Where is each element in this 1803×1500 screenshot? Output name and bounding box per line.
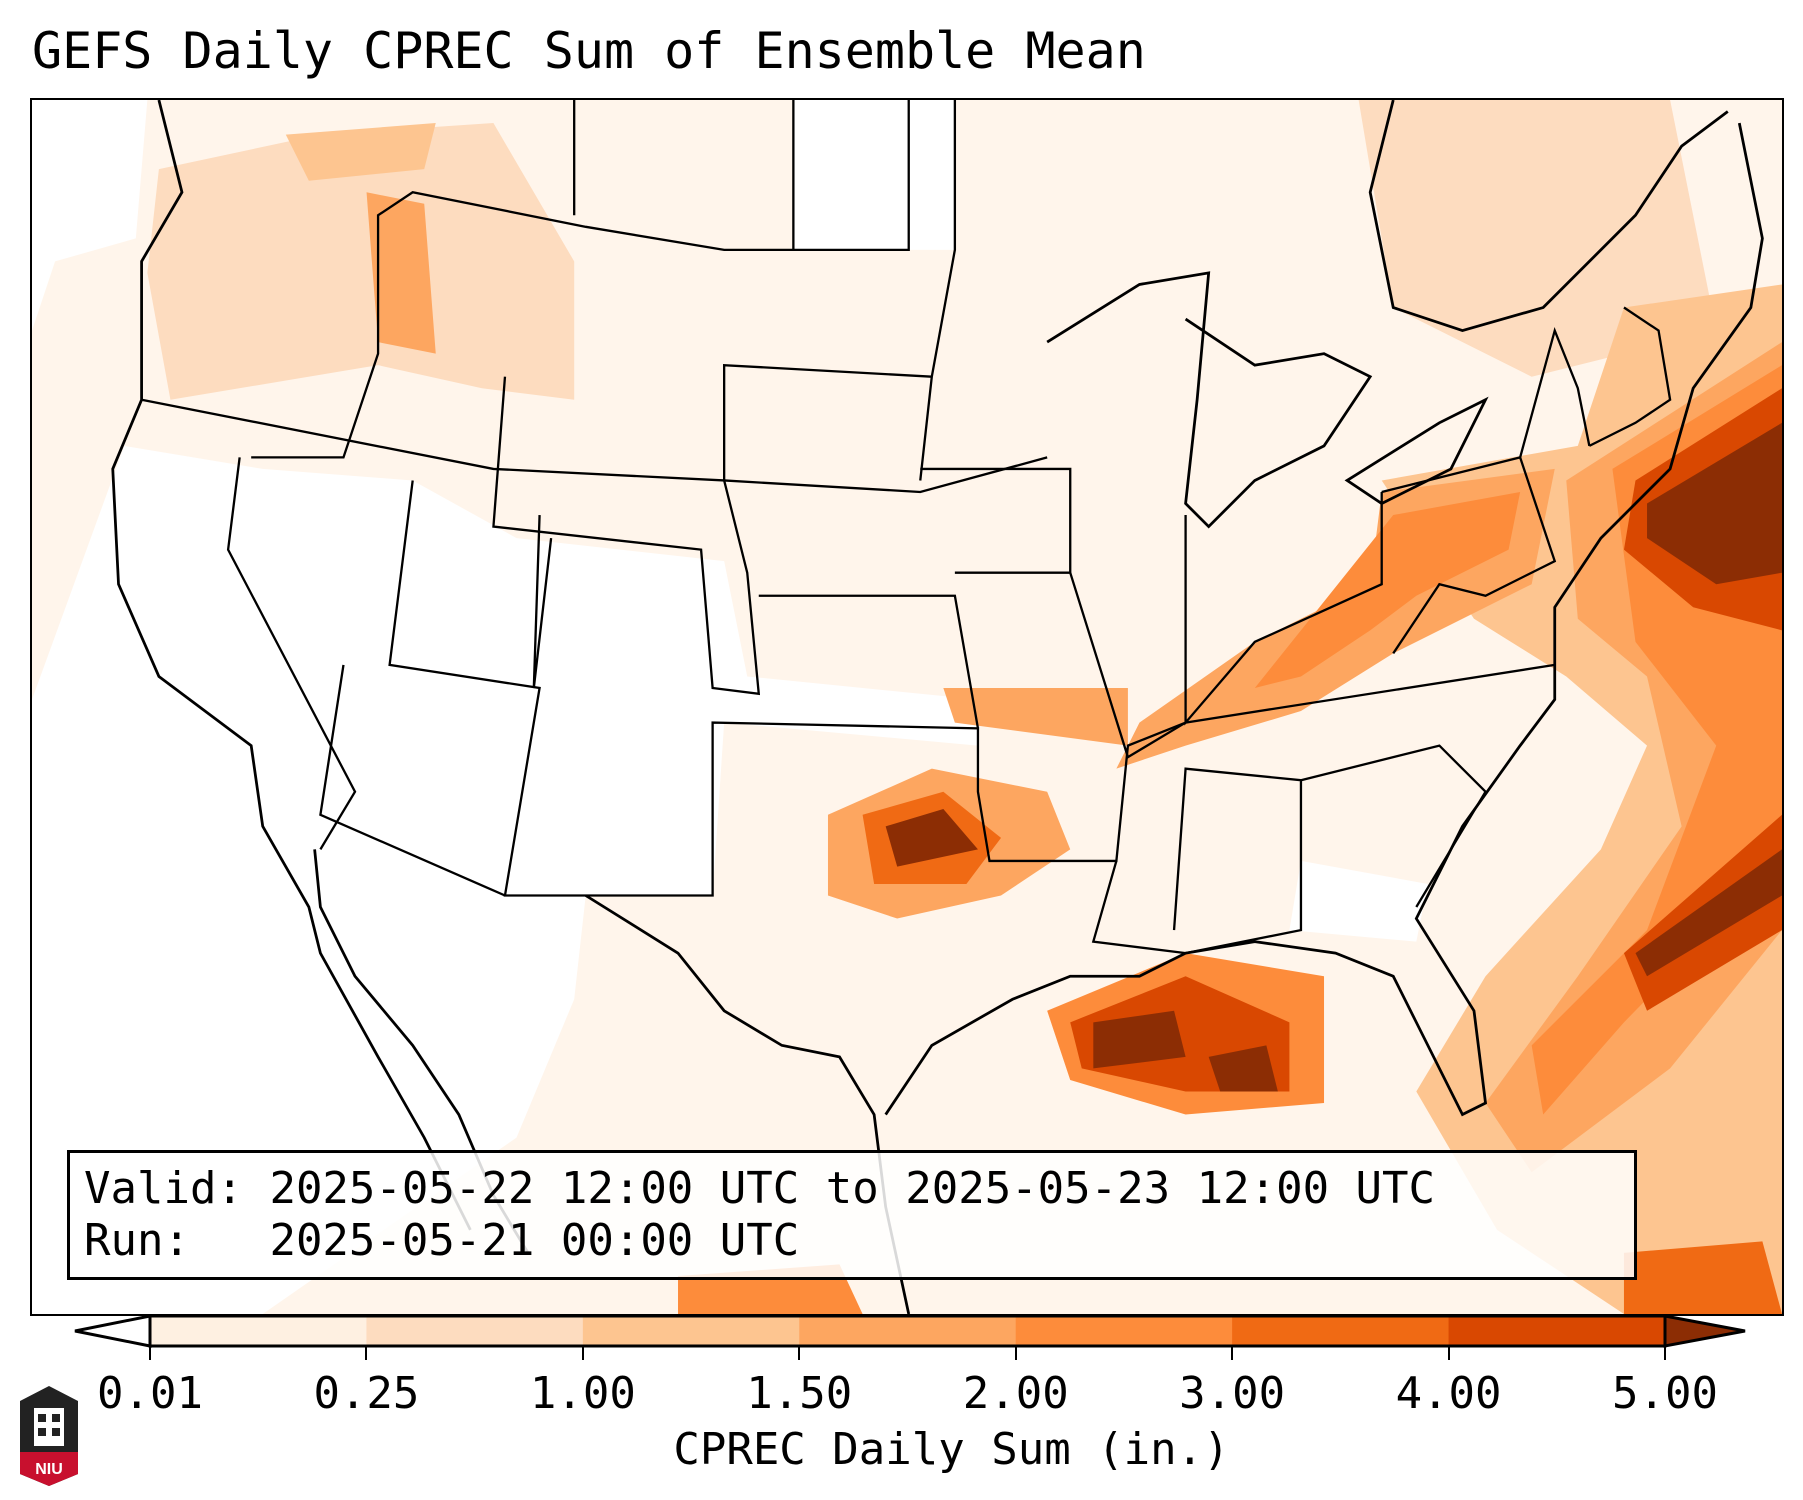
colorbar-tick-mark (798, 1346, 801, 1360)
precipitation-map (30, 98, 1784, 1316)
svg-text:NIU: NIU (35, 1461, 63, 1478)
valid-label: Valid: (84, 1163, 243, 1214)
valid-time: 2025-05-22 12:00 UTC to 2025-05-23 12:00… (269, 1163, 1436, 1214)
colorbar-segment (150, 1316, 367, 1346)
colorbar-segment (582, 1316, 800, 1346)
colorbar-tick-label: 2.00 (962, 1368, 1069, 1419)
precip-field (32, 100, 1782, 1314)
colorbar-tick-mark (1231, 1346, 1234, 1360)
colorbar-tick-label: 5.00 (1612, 1368, 1718, 1419)
colorbar-over-extension (1663, 1314, 1746, 1348)
colorbar-tick-mark (581, 1346, 584, 1360)
colorbar-segment (1015, 1316, 1233, 1346)
colorbar-label: CPREC Daily Sum (in.) (673, 1424, 1230, 1475)
run-time: 2025-05-21 00:00 UTC (269, 1215, 800, 1266)
colorbar-segment (366, 1316, 584, 1346)
colorbar-tick-label: 1.00 (529, 1368, 636, 1419)
colorbar-tick-label: 0.01 (97, 1368, 203, 1419)
chart-title: GEFS Daily CPREC Sum of Ensemble Mean (32, 22, 1146, 80)
colorbar-tick-mark (1014, 1346, 1017, 1360)
colorbar-tick-label: 4.00 (1395, 1368, 1502, 1419)
colorbar-tick-label: 0.25 (313, 1368, 420, 1419)
colorbar-tick-mark (1664, 1346, 1666, 1360)
map-canvas (32, 100, 1782, 1314)
colorbar-under-extension (74, 1314, 152, 1348)
niu-logo: NIU (20, 1386, 78, 1486)
colorbar-tick-mark (149, 1346, 151, 1360)
coastlines (111, 100, 1764, 1314)
colorbar-segment (1448, 1316, 1666, 1346)
colorbar-tick-label: 1.50 (746, 1368, 853, 1419)
run-label: Run: (84, 1215, 190, 1266)
state-borders (141, 100, 1672, 955)
colorbar-segment (799, 1316, 1017, 1346)
colorbar (74, 1314, 1746, 1348)
run-info-box: Valid: 2025-05-22 12:00 UTC to 2025-05-2… (67, 1150, 1637, 1280)
colorbar-segment (1232, 1316, 1450, 1346)
colorbar-tick-mark (1447, 1346, 1450, 1360)
colorbar-tick-label: 3.00 (1179, 1368, 1286, 1419)
colorbar-tick-mark (365, 1346, 368, 1360)
